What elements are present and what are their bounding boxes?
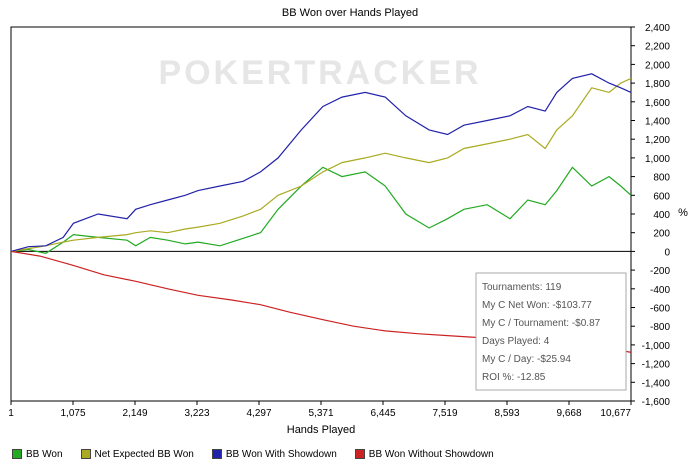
y-axis: 2,400 2,200 2,000 1,800 1,600 1,400 1,200 1,000… [631, 23, 670, 408]
y-tick-label: 800 [653, 173, 670, 184]
x-tick-label: 3,223 [184, 408, 209, 419]
y-tick-label: 0 [664, 247, 670, 258]
legend-label: BB Won With Showdown [225, 448, 337, 460]
y-tick-label: -1,400 [642, 378, 671, 389]
watermark: POKERTRACKER [158, 54, 481, 92]
y-tick-label: 200 [653, 229, 670, 240]
x-tick-label: 5,371 [308, 408, 333, 419]
y-tick-label: 600 [653, 191, 670, 202]
series-line-1 [10, 77, 632, 252]
y-tick-label: -1,200 [642, 360, 671, 371]
y-tick-label: 1,400 [645, 117, 670, 128]
chart-title: BB Won over Hands Played [282, 7, 418, 19]
legend-label: BB Won Without Showdown [368, 448, 494, 460]
series-line-2 [10, 73, 632, 252]
stats-days-played: Days Played: 4 [482, 336, 550, 347]
legend-label: BB Won [26, 448, 63, 460]
series-line-0 [10, 166, 632, 254]
stats-roi: ROI %: -12.85 [482, 372, 546, 383]
y-tick-label: -600 [650, 304, 670, 315]
y-tick-label: -1,600 [642, 397, 671, 408]
stats-per-tournament: My C / Tournament: -$0.87 [482, 318, 601, 329]
y-tick-label: -800 [650, 322, 670, 333]
stats-per-day: My C / Day: -$25.94 [482, 354, 571, 365]
y-axis-title: % [678, 207, 688, 219]
legend-swatch [211, 449, 222, 459]
legend-item: BB Won [8, 449, 67, 460]
x-tick-label: 4,297 [246, 408, 271, 419]
y-tick-label: -400 [650, 285, 670, 296]
legend-label: Net Expected BB Won [94, 448, 194, 460]
x-tick-label: 1,075 [60, 408, 85, 419]
y-tick-label: -200 [650, 266, 670, 277]
y-tick-label: 2,400 [645, 23, 670, 34]
x-tick-label: 9,668 [556, 408, 581, 419]
legend-item: Net Expected BB Won [77, 449, 198, 460]
legend-swatch [354, 449, 365, 459]
chart: BB Won over Hands Played POKERTRACKER 2,… [8, 7, 688, 436]
y-tick-label: 1,000 [645, 154, 670, 165]
y-tick-label: -1,000 [642, 341, 671, 352]
y-tick-label: 1,600 [645, 98, 670, 109]
y-tick-label: 1,800 [645, 79, 670, 90]
legend-swatch [12, 449, 22, 459]
x-tick-label: 2,149 [122, 408, 147, 419]
x-tick-label: 10,677 [600, 408, 631, 419]
x-tick-label: 8,593 [494, 408, 519, 419]
stats-net-won: My C Net Won: -$103.77 [482, 300, 592, 311]
legend: BB Won Net Expected BB Won BB Won With Sho… [8, 442, 692, 466]
stats-box: Tournaments: 119 My C Net Won: -$103.77 … [475, 272, 627, 391]
x-tick-label: 7,519 [432, 408, 457, 419]
y-tick-label: 2,000 [645, 60, 670, 71]
x-tick-label: 6,445 [370, 408, 395, 419]
x-axis-title: Hands Played [287, 424, 356, 436]
stats-tournaments: Tournaments: 119 [482, 282, 562, 293]
x-tick-label: 1 [8, 408, 14, 419]
y-tick-label: 400 [653, 210, 670, 221]
legend-swatch [80, 449, 91, 459]
x-axis: 1 1,075 2,149 3,223 4,297 5,371 6,445 7,519 8,59… [8, 401, 632, 419]
legend-item: BB Won Without Showdown [351, 449, 498, 460]
y-tick-label: 2,200 [645, 42, 670, 53]
y-tick-label: 1,200 [645, 135, 670, 146]
legend-item: BB Won With Showdown [208, 449, 341, 460]
